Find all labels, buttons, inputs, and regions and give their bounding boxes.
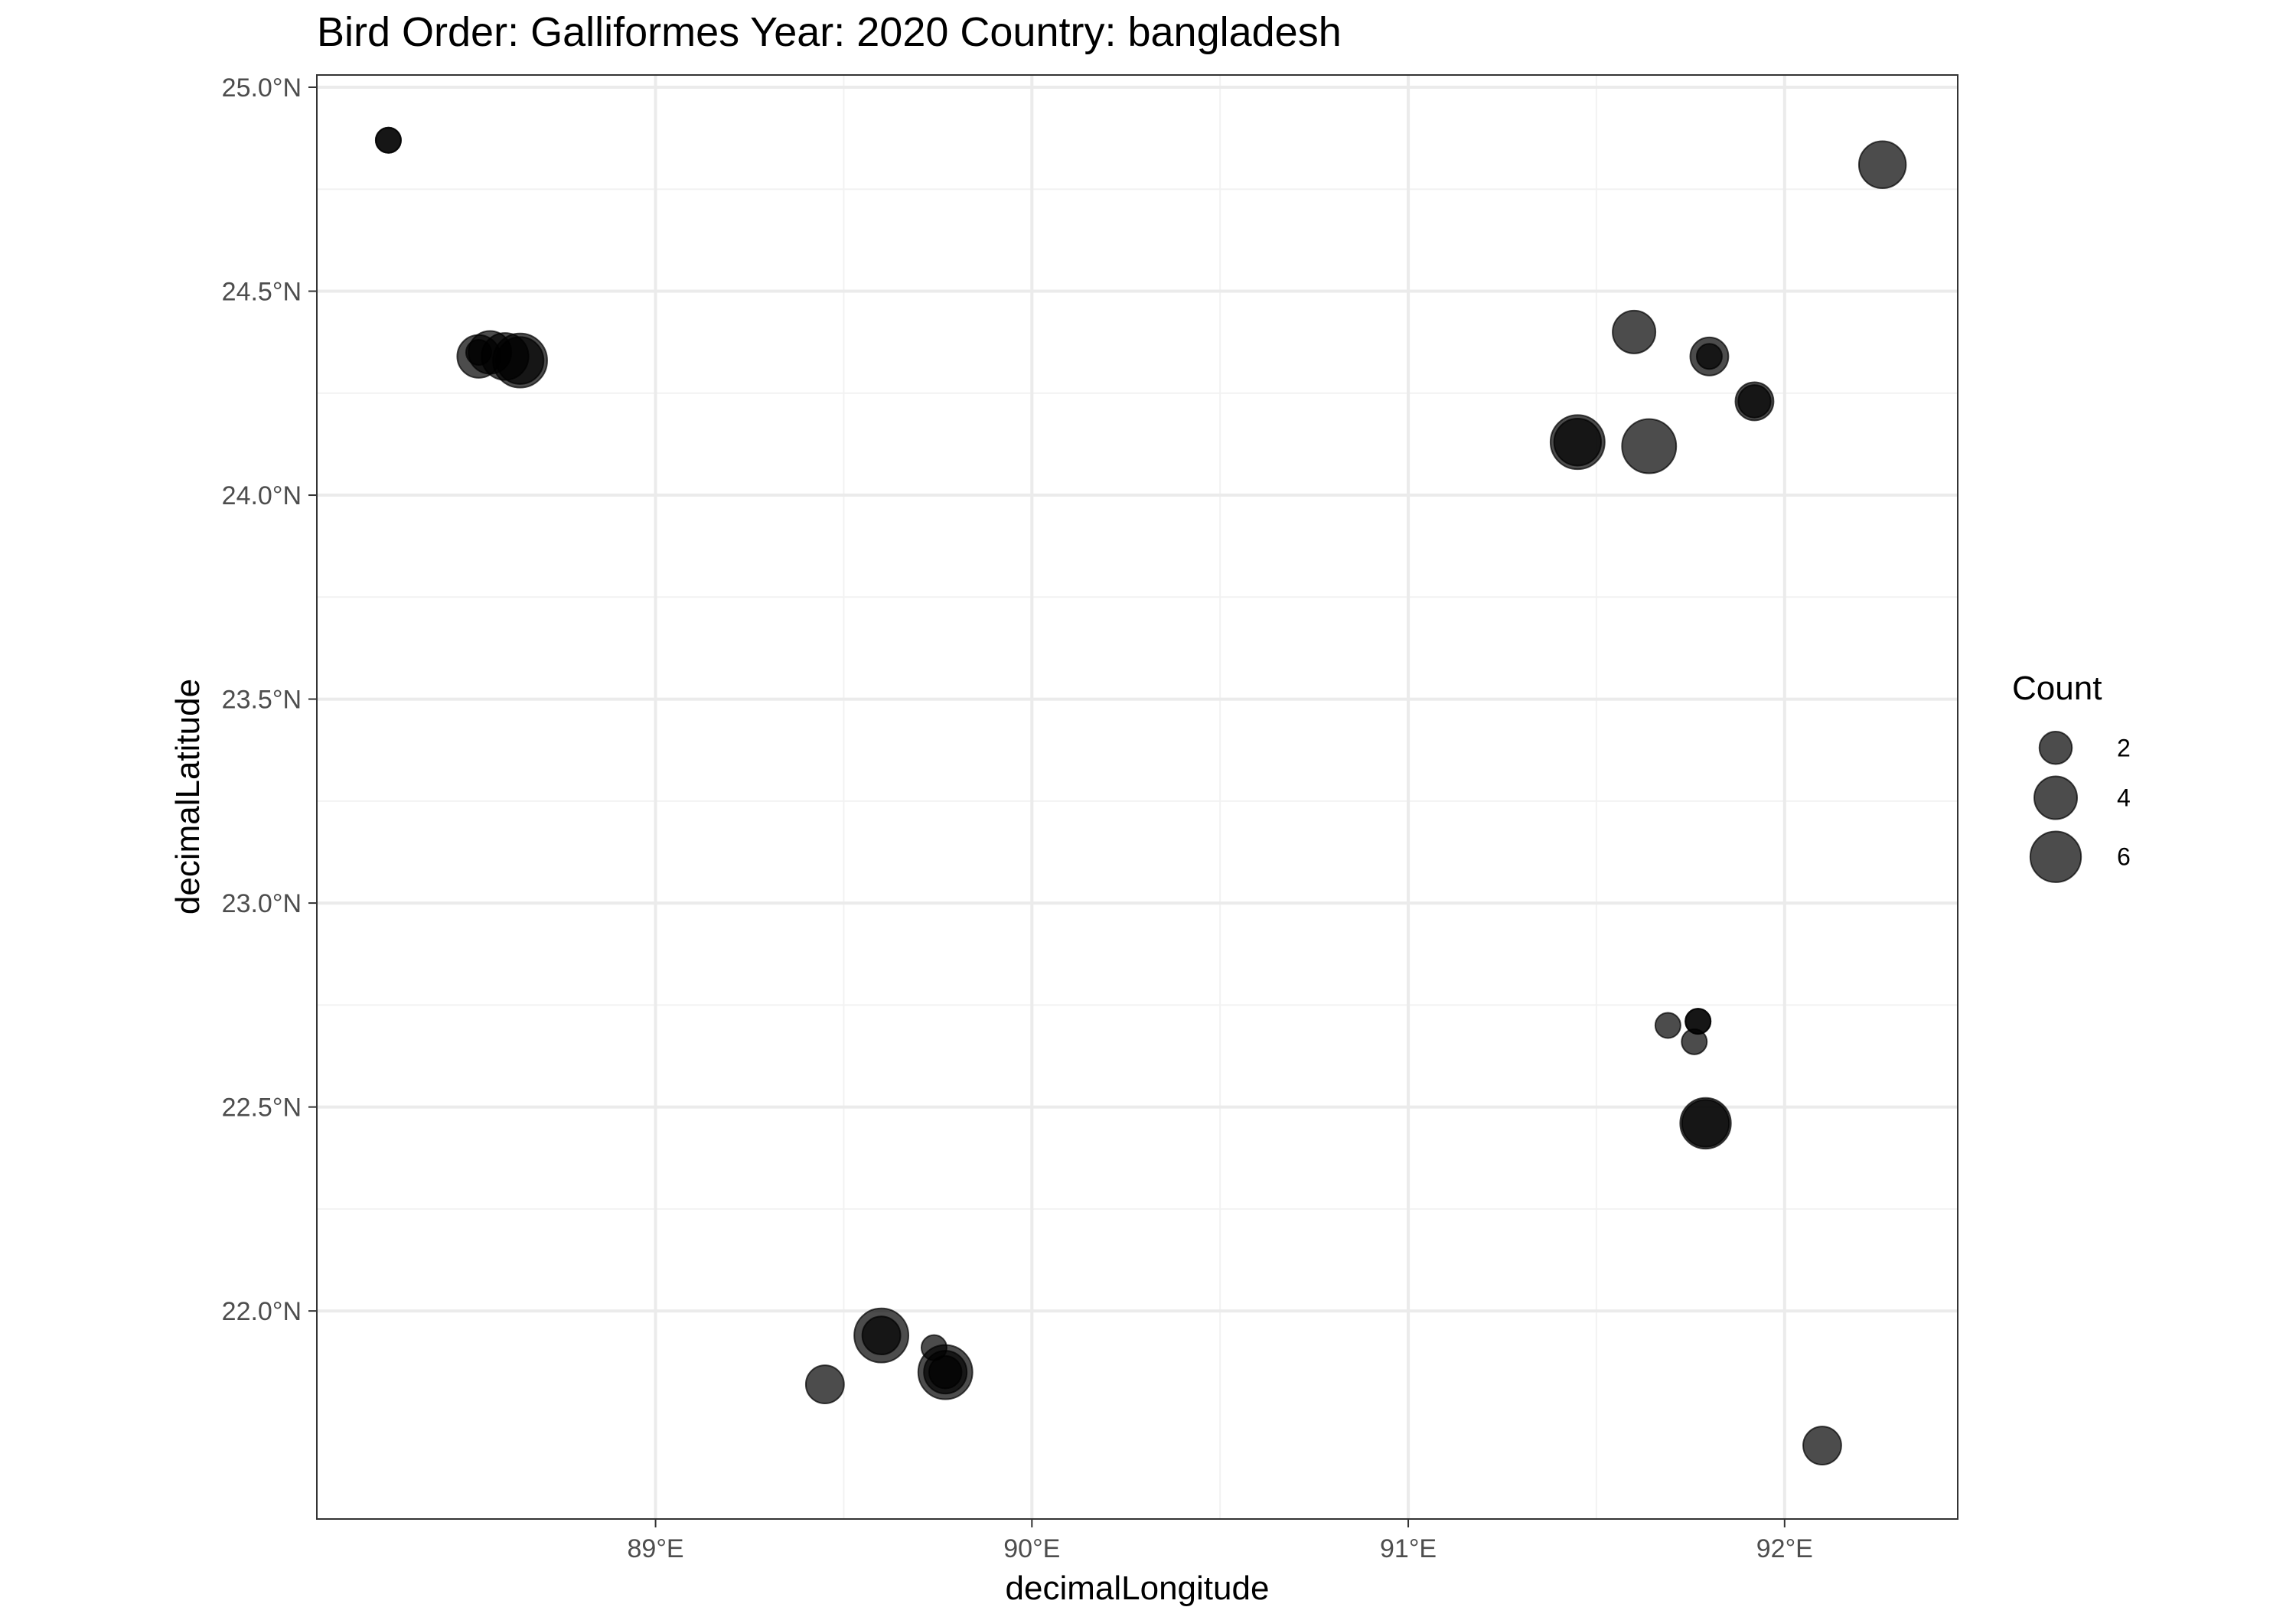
y-tick-label: 22.5°N	[222, 1094, 302, 1123]
y-tick-label: 24.0°N	[222, 481, 302, 510]
data-point	[1681, 1099, 1730, 1148]
x-axis: 89°E 90°E 91°E 92°E	[628, 1519, 1813, 1563]
size-legend: Count 2 4 6	[2012, 670, 2131, 883]
plot-background	[317, 75, 1958, 1519]
points-layer	[374, 126, 1907, 1465]
plot-panel-border	[316, 74, 1958, 1520]
data-point	[861, 1315, 902, 1356]
data-point	[1684, 1008, 1712, 1035]
x-axis-title: decimalLongitude	[1006, 1570, 1270, 1607]
y-tick-label: 24.5°N	[222, 278, 302, 307]
data-point	[495, 336, 545, 385]
x-tick-label: 91°E	[1380, 1534, 1437, 1563]
data-point	[1695, 343, 1723, 370]
data-point	[374, 126, 402, 154]
legend-label: 2	[2117, 734, 2131, 761]
data-point	[1737, 384, 1772, 419]
y-axis: 22.0°N 22.5°N 23.0°N 23.5°N 24.0°N 24.5°N 25.0…	[222, 73, 317, 1326]
data-point	[1612, 309, 1657, 354]
y-tick-label: 22.0°N	[222, 1297, 302, 1326]
y-tick-label: 23.5°N	[222, 686, 302, 715]
chart-title: Bird Order: Galliformes Year: 2020 Count…	[317, 9, 1342, 55]
legend-label: 6	[2117, 843, 2131, 871]
y-tick-label: 25.0°N	[222, 73, 302, 103]
data-point	[804, 1364, 845, 1405]
data-point	[1654, 1012, 1681, 1039]
legend-title: Count	[2012, 670, 2102, 707]
y-tick-label: 23.0°N	[222, 889, 302, 918]
x-tick-label: 89°E	[628, 1534, 684, 1563]
legend-label: 4	[2117, 784, 2131, 812]
y-axis-title: decimalLatitude	[169, 679, 207, 914]
legend-key-circle	[2033, 775, 2078, 820]
legend-key-circle	[2038, 731, 2073, 765]
grid	[317, 75, 1958, 1519]
data-point	[928, 1354, 963, 1390]
x-tick-label: 92°E	[1756, 1534, 1813, 1563]
data-point	[1802, 1426, 1842, 1465]
data-point	[1621, 418, 1678, 474]
data-point	[1553, 418, 1603, 467]
data-point	[1857, 140, 1907, 189]
legend-key-circle	[2029, 830, 2082, 883]
x-tick-label: 90°E	[1003, 1534, 1060, 1563]
